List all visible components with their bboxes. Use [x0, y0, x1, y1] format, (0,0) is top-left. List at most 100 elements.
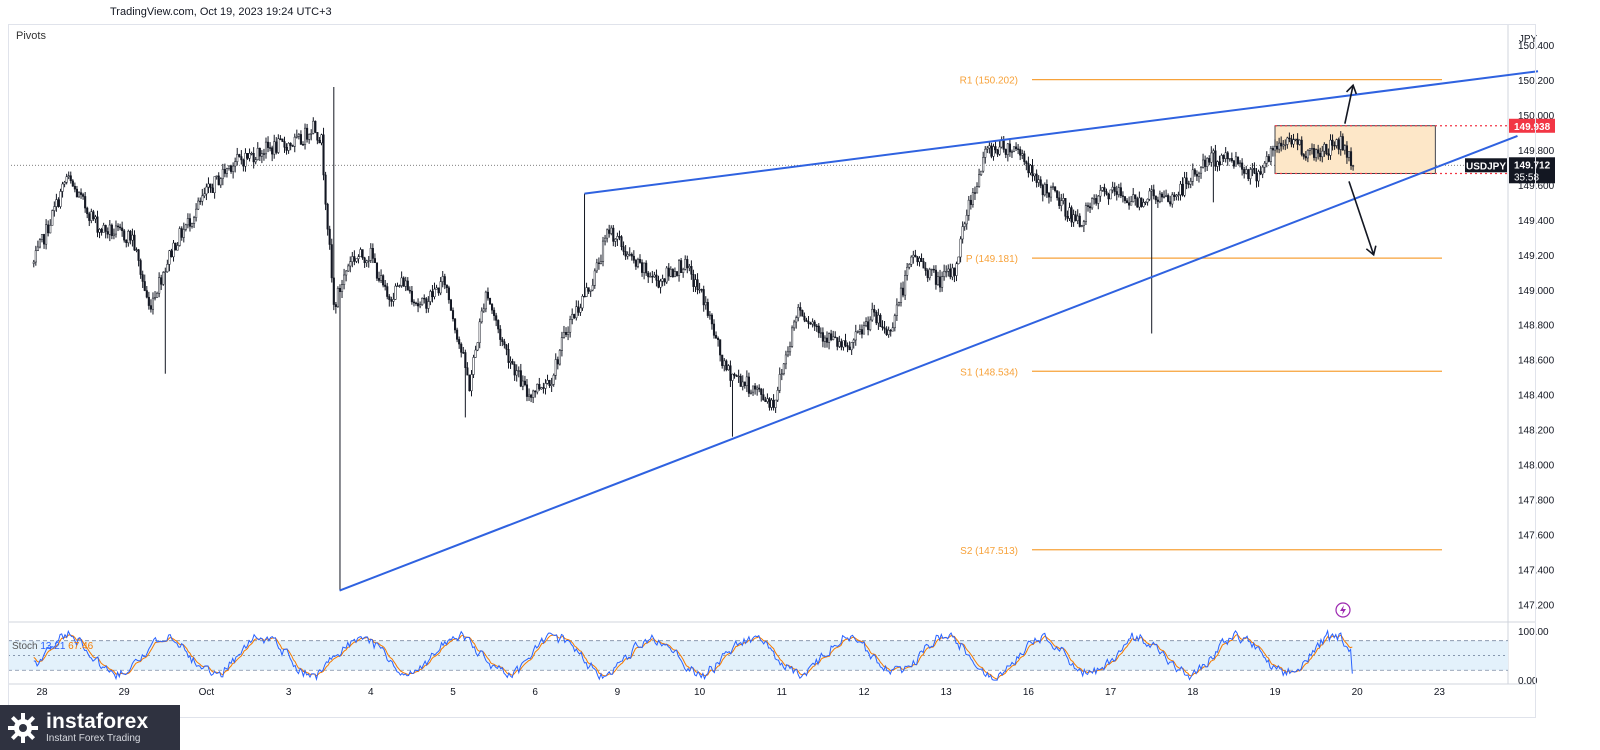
candle-body	[756, 387, 759, 390]
candle-body	[363, 257, 366, 264]
candle-body	[1290, 138, 1293, 145]
candle-body	[634, 260, 637, 267]
candle-body	[887, 330, 890, 335]
indicator-label-pivots[interactable]: Pivots	[16, 30, 46, 42]
candle-body	[643, 262, 646, 273]
candle-body	[957, 256, 960, 264]
candle-body	[973, 192, 977, 194]
candle-body	[659, 280, 662, 288]
candle-body	[1226, 152, 1229, 160]
candle-body	[854, 331, 857, 341]
candle-body	[1267, 156, 1270, 162]
candle-body	[314, 120, 317, 133]
candle-body	[1171, 194, 1174, 205]
candle-body	[275, 141, 278, 153]
candle-body	[1027, 163, 1030, 174]
stoch-d-value: 67.46	[68, 641, 94, 652]
candle-body	[926, 270, 929, 279]
candle-body	[1049, 187, 1053, 198]
candle-body	[287, 143, 290, 151]
candle-body	[840, 341, 843, 348]
candle-body	[375, 262, 379, 279]
candle-body	[975, 186, 979, 194]
candle-body	[739, 375, 742, 387]
candle-body	[784, 354, 787, 365]
candle-body	[1015, 146, 1018, 150]
candles-layer	[32, 86, 1355, 591]
candle-body	[620, 236, 623, 247]
stoch-legend[interactable]: Stoch 13.21 67.46	[12, 641, 93, 652]
candle-body	[920, 258, 923, 262]
candle-body	[225, 168, 228, 174]
candle-body	[692, 274, 695, 287]
candle-body	[394, 285, 397, 300]
candle-body	[478, 321, 481, 343]
candle-body	[501, 339, 504, 342]
candle-body	[1173, 194, 1176, 197]
candle-body	[470, 374, 473, 392]
candle-body	[1335, 139, 1338, 146]
candle-body	[215, 175, 218, 177]
candle-body	[1070, 207, 1073, 223]
candle-body	[552, 375, 555, 385]
candle-body	[606, 229, 609, 239]
candle-body	[269, 147, 272, 149]
candle-body	[281, 138, 284, 142]
time-axis: 28 29 Oct 3 4 5 6 9 10 11 12 13 16 17 18 19 20 23	[36, 687, 1445, 698]
candle-body	[612, 227, 615, 242]
candle-body	[201, 195, 204, 202]
candle-body	[429, 291, 432, 302]
candle-body	[499, 328, 502, 340]
candle-body	[55, 199, 58, 207]
candle-body	[897, 302, 900, 306]
candle-body	[462, 352, 465, 354]
candle-body	[404, 280, 407, 287]
candle-body	[114, 225, 118, 235]
candle-body	[139, 260, 142, 275]
candle-body	[1261, 166, 1264, 175]
candle-body	[435, 287, 438, 290]
candle-body	[558, 350, 561, 365]
candle-body	[1107, 193, 1110, 200]
candle-body	[248, 153, 251, 159]
candle-body	[359, 249, 362, 258]
candle-body	[449, 299, 452, 311]
candle-body	[749, 391, 753, 394]
candle-body	[511, 361, 514, 365]
candle-body	[791, 327, 794, 347]
candle-body	[402, 277, 405, 287]
candle-body	[77, 192, 81, 198]
candle-body	[207, 183, 210, 188]
candle-body	[1183, 177, 1186, 196]
candle-body	[240, 156, 243, 161]
candle-body	[807, 321, 810, 324]
candle-body	[145, 290, 148, 298]
candle-body	[1152, 189, 1155, 197]
candle-body	[480, 310, 483, 323]
instaforex-logo[interactable]: instaforex Instant Forex Trading	[0, 705, 180, 750]
candle-body	[349, 261, 352, 267]
candle-body	[1206, 158, 1209, 167]
candle-body	[73, 185, 76, 190]
candle-body	[978, 174, 981, 187]
candle-body	[493, 309, 496, 316]
candle-body	[770, 399, 773, 408]
candle-body	[458, 339, 461, 345]
candle-body	[1310, 148, 1314, 150]
candle-body	[910, 256, 913, 265]
candle-body	[809, 323, 812, 325]
candle-body	[96, 216, 99, 233]
candle-body	[137, 249, 140, 261]
candle-body	[406, 280, 409, 291]
candle-body	[667, 267, 670, 277]
candle-body	[445, 284, 448, 288]
candle-body	[59, 191, 62, 207]
candle-body	[199, 200, 202, 203]
candle-body	[1343, 145, 1346, 151]
candle-body	[838, 341, 841, 347]
candle-body	[205, 186, 208, 195]
candle-body	[638, 259, 642, 263]
candle-body	[1312, 148, 1316, 158]
price-tick-label: 148.800	[1518, 321, 1555, 332]
